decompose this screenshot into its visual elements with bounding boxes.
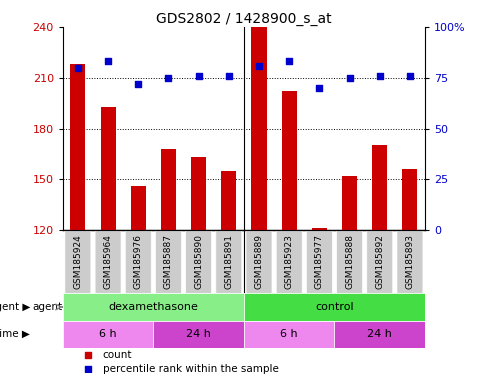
Bar — [252, 25, 267, 230]
Bar — [244, 321, 334, 348]
Text: GSM185890: GSM185890 — [194, 234, 203, 289]
Bar — [221, 171, 236, 230]
Point — [195, 73, 202, 79]
Bar — [402, 169, 417, 230]
Point — [255, 63, 263, 69]
Bar — [154, 321, 244, 348]
Bar — [191, 157, 206, 230]
Bar — [63, 321, 154, 348]
Text: GSM185891: GSM185891 — [224, 234, 233, 289]
FancyBboxPatch shape — [246, 230, 272, 293]
FancyBboxPatch shape — [125, 230, 151, 293]
FancyBboxPatch shape — [367, 230, 393, 293]
Text: GSM185888: GSM185888 — [345, 234, 354, 289]
Point — [285, 58, 293, 65]
Text: GSM185887: GSM185887 — [164, 234, 173, 289]
Bar — [342, 176, 357, 230]
Bar — [372, 146, 387, 230]
Text: GSM185892: GSM185892 — [375, 234, 384, 289]
Text: 24 h: 24 h — [367, 329, 392, 339]
Point — [346, 74, 354, 81]
FancyBboxPatch shape — [306, 230, 332, 293]
Point — [74, 65, 82, 71]
Text: percentile rank within the sample: percentile rank within the sample — [103, 364, 279, 374]
Point — [134, 81, 142, 87]
Point — [225, 73, 233, 79]
Text: GSM185893: GSM185893 — [405, 234, 414, 289]
Text: dexamethasone: dexamethasone — [108, 302, 199, 312]
Point — [165, 74, 172, 81]
Bar — [312, 228, 327, 230]
Bar — [334, 321, 425, 348]
Text: GSM185977: GSM185977 — [315, 234, 324, 289]
Text: GSM185964: GSM185964 — [103, 234, 113, 289]
Bar — [63, 293, 244, 321]
FancyBboxPatch shape — [397, 230, 423, 293]
Text: 6 h: 6 h — [99, 329, 117, 339]
Bar — [282, 91, 297, 230]
Point — [85, 352, 92, 358]
Text: 6 h: 6 h — [281, 329, 298, 339]
Text: GSM185923: GSM185923 — [284, 234, 294, 289]
FancyBboxPatch shape — [95, 230, 121, 293]
Text: 24 h: 24 h — [186, 329, 211, 339]
Text: agent: agent — [32, 302, 62, 312]
Point — [104, 58, 112, 65]
Point — [376, 73, 384, 79]
Text: control: control — [315, 302, 354, 312]
Text: GSM185924: GSM185924 — [73, 234, 83, 289]
Text: agent ▶: agent ▶ — [0, 302, 30, 312]
FancyBboxPatch shape — [216, 230, 242, 293]
FancyBboxPatch shape — [276, 230, 302, 293]
Title: GDS2802 / 1428900_s_at: GDS2802 / 1428900_s_at — [156, 12, 332, 26]
Text: GSM185889: GSM185889 — [255, 234, 264, 289]
Bar — [100, 106, 115, 230]
Point — [406, 73, 414, 79]
Bar — [131, 186, 146, 230]
Bar — [161, 149, 176, 230]
Text: time ▶: time ▶ — [0, 329, 30, 339]
Point — [315, 85, 323, 91]
FancyBboxPatch shape — [65, 230, 91, 293]
Text: count: count — [103, 350, 132, 360]
Bar — [71, 64, 85, 230]
Point — [85, 366, 92, 372]
FancyBboxPatch shape — [185, 230, 212, 293]
FancyBboxPatch shape — [156, 230, 182, 293]
FancyBboxPatch shape — [337, 230, 363, 293]
Text: GSM185976: GSM185976 — [134, 234, 143, 289]
Bar — [244, 293, 425, 321]
